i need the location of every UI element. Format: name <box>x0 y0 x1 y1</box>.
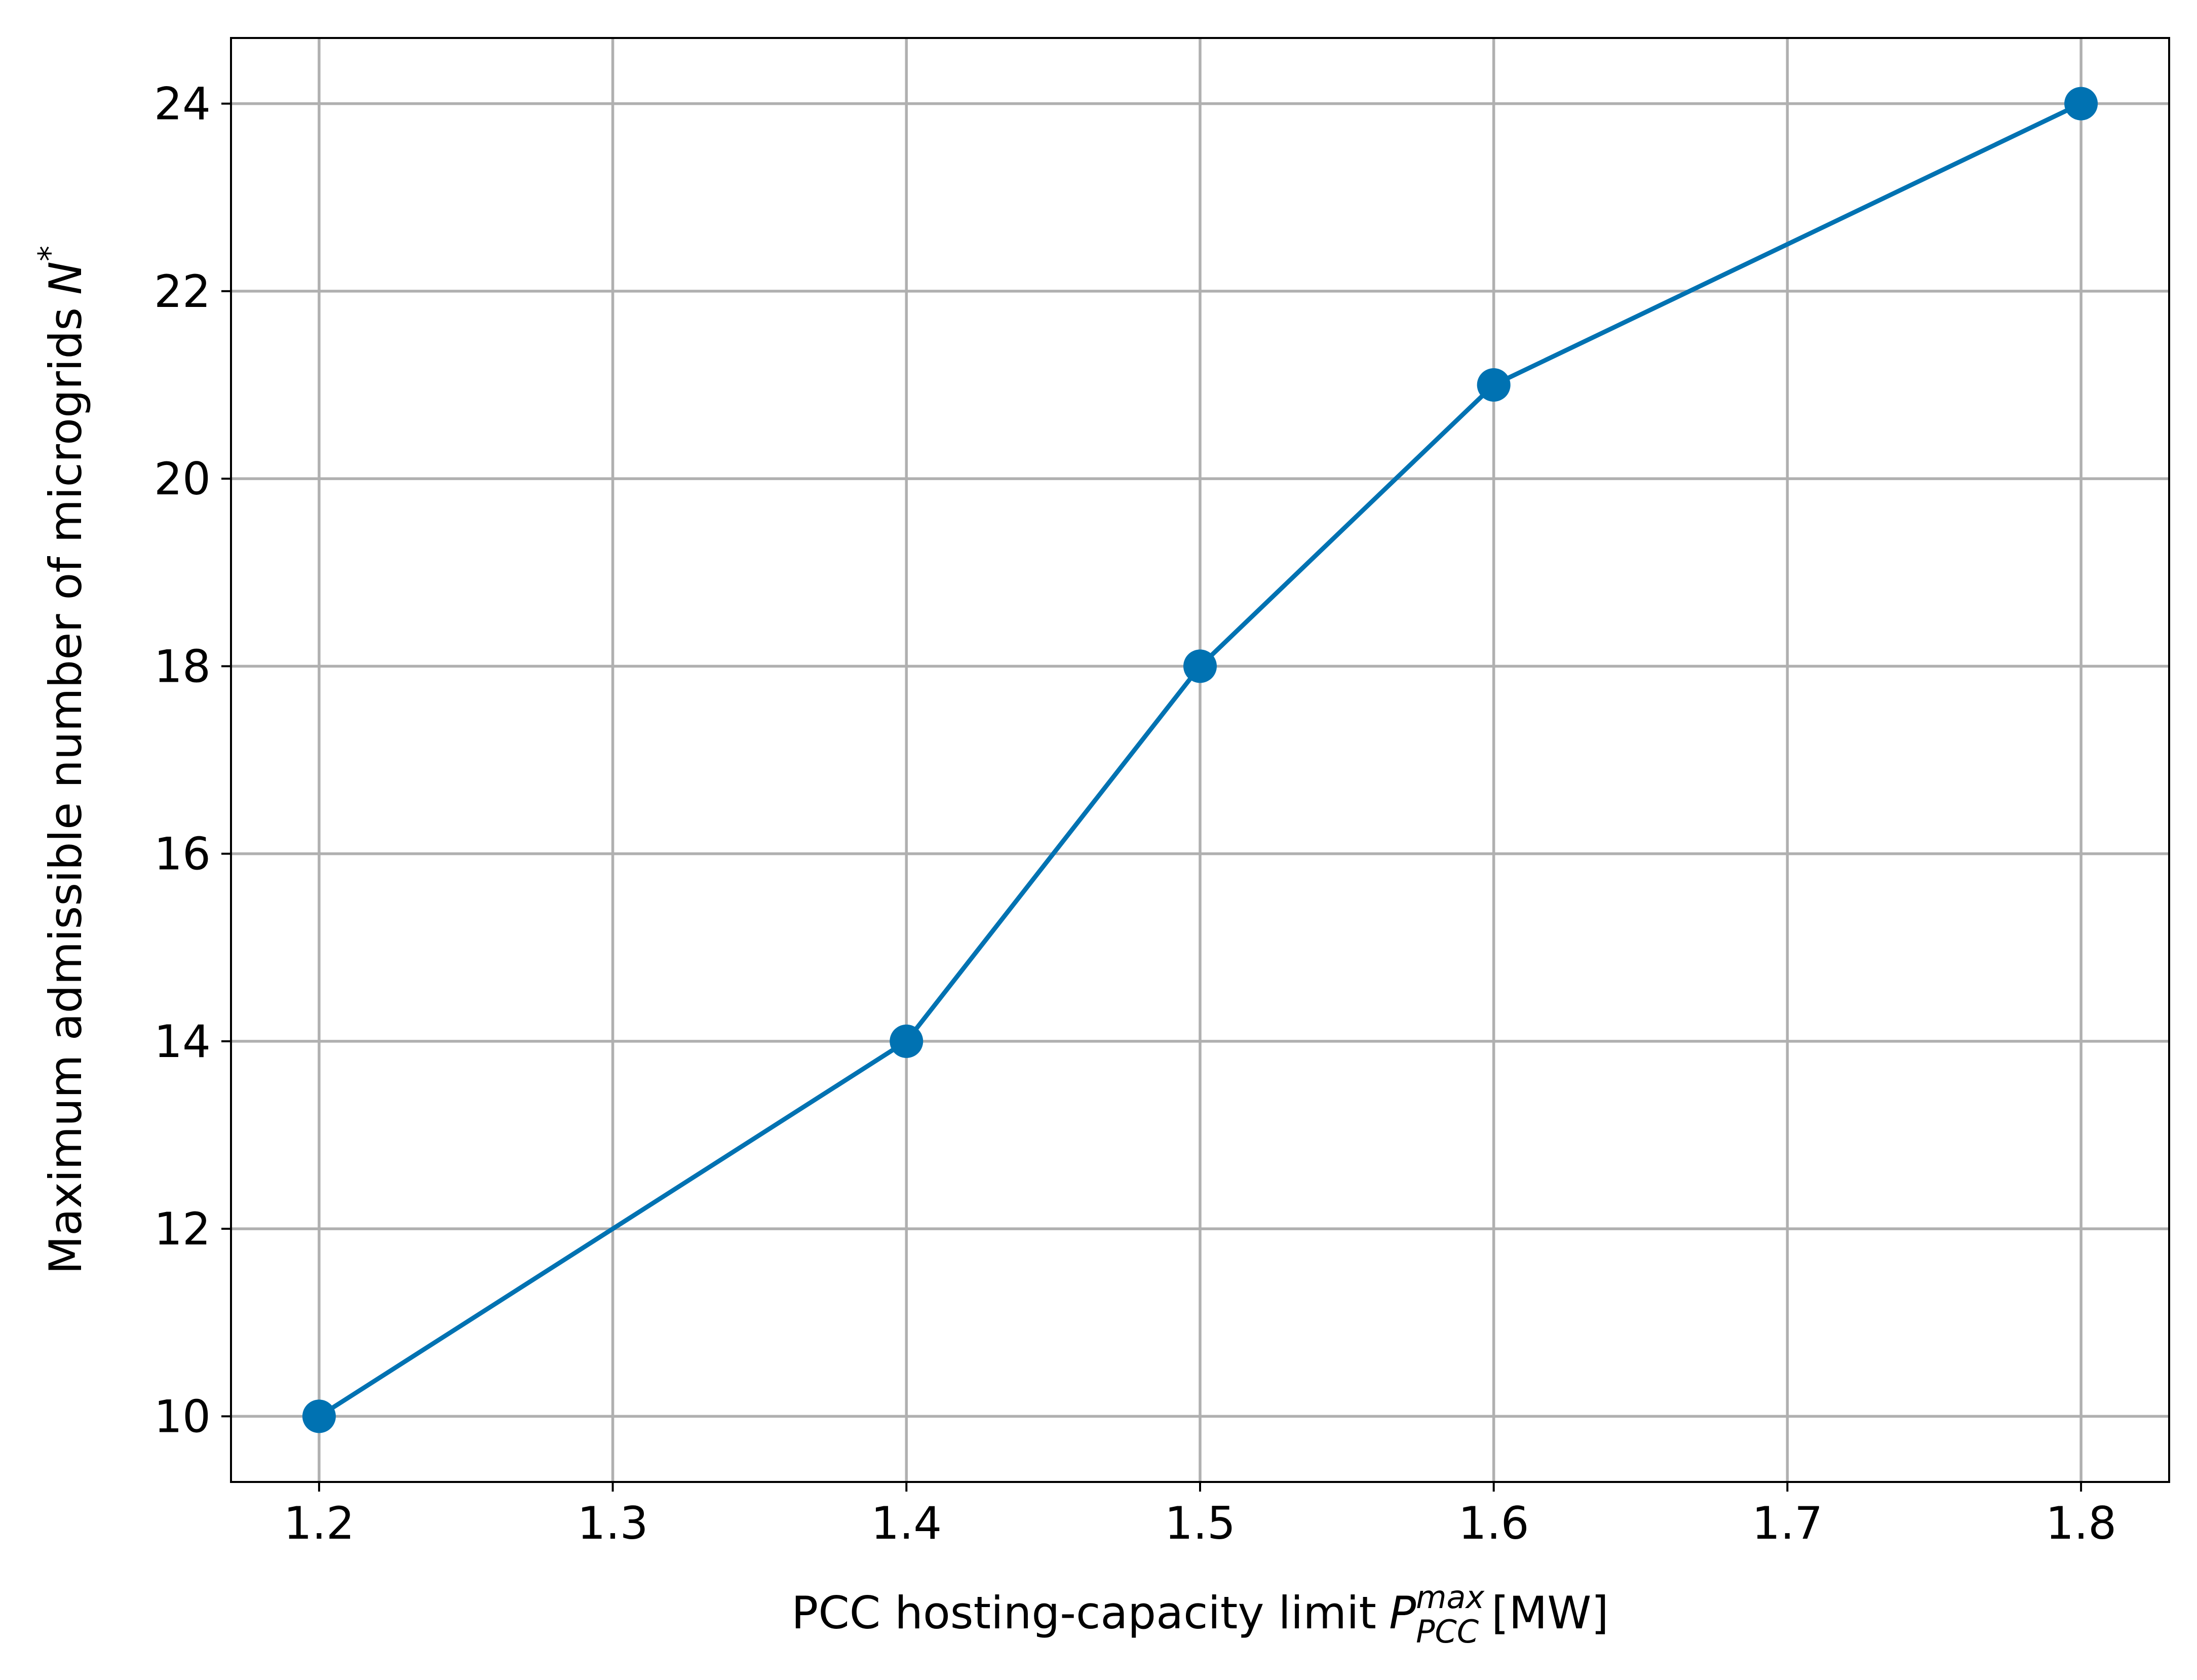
y-tick-label: 22 <box>154 265 211 318</box>
data-point <box>890 1024 923 1058</box>
x-axis-label: PCC hosting-capacity limit Pmax PCC [MW] <box>791 1579 1608 1650</box>
x-tick-label: 1.6 <box>1458 1497 1529 1549</box>
plot-frame <box>230 37 2170 1483</box>
x-tick-label: 1.8 <box>2046 1497 2116 1549</box>
x-tick-label: 1.3 <box>577 1497 648 1549</box>
y-label-text: Maximum admissible number of microgrids <box>40 307 92 1274</box>
data-point <box>2064 87 2098 121</box>
x-label-subscript: PCC <box>1416 1613 1479 1650</box>
y-tick-label: 16 <box>154 828 211 880</box>
y-label-symbol: N <box>40 261 92 295</box>
y-tick-label: 12 <box>154 1203 211 1255</box>
y-tick-label: 14 <box>154 1015 211 1068</box>
x-label-text: PCC hosting-capacity limit <box>791 1587 1376 1639</box>
y-axis-label: Maximum admissible number of microgrids N… <box>31 246 92 1274</box>
x-tick-label: 1.4 <box>871 1497 942 1549</box>
data-point <box>302 1399 336 1433</box>
y-tick-label: 10 <box>154 1390 211 1442</box>
y-tick-label: 20 <box>154 453 211 505</box>
y-tick-label: 24 <box>154 78 211 130</box>
x-label-superscript: max <box>1416 1579 1485 1616</box>
x-tick-label: 1.2 <box>284 1497 355 1549</box>
y-label-superscript: * <box>31 246 68 261</box>
x-label-symbol: P <box>1389 1587 1416 1639</box>
x-label-unit: [MW] <box>1491 1587 1609 1639</box>
data-point <box>1183 649 1217 683</box>
x-tick-label: 1.5 <box>1165 1497 1236 1549</box>
x-tick-label: 1.7 <box>1752 1497 1823 1549</box>
data-point <box>1477 368 1511 402</box>
y-tick-label: 18 <box>154 640 211 692</box>
